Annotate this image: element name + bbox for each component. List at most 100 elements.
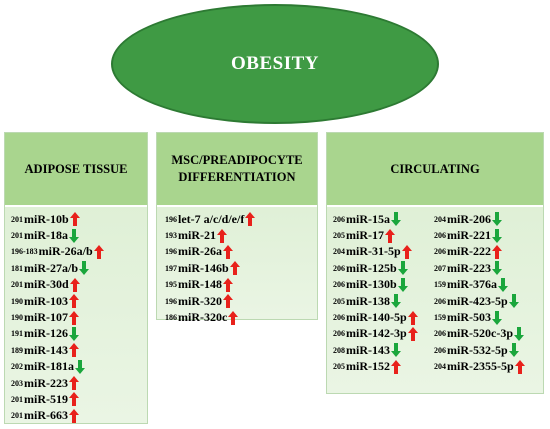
mirna-item: 181 miR-27a/b: [11, 260, 104, 276]
mirna-name: miR-320c: [178, 310, 228, 325]
mirna-item: 193 miR-21: [165, 227, 255, 243]
mirna-name: miR-148: [178, 277, 222, 292]
reference-number: 202: [11, 362, 23, 372]
mirna-name: miR-206: [447, 211, 491, 226]
panel-header-circulating: CIRCULATING: [327, 133, 543, 207]
mirna-name: miR-320: [178, 293, 222, 308]
arrow-down-icon: [508, 343, 519, 358]
mirna-item: 191 miR-126: [11, 326, 104, 342]
panel-title-circulating: CIRCULATING: [390, 161, 480, 176]
mirna-item: 206 miR-140-5p: [333, 309, 418, 325]
reference-number: 201: [11, 394, 23, 404]
mirna-name: miR-146b: [178, 260, 229, 275]
mirna-name: miR-503: [447, 310, 491, 325]
mirna-name: miR-130b: [346, 277, 397, 292]
reference-number: 193: [165, 231, 177, 241]
arrow-up-icon: [492, 244, 502, 259]
arrow-up-icon: [69, 212, 80, 227]
arrow-down-icon: [498, 277, 508, 292]
mirna-item: 205 miR-152: [333, 359, 418, 375]
mirna-item: 204 miR-206: [434, 211, 525, 227]
mirna-item: 208 miR-143: [333, 342, 418, 358]
mirna-name: miR-126: [24, 326, 68, 341]
list-msc: 196 let-7 a/c/d/e/f 193 miR-21 196 miR-26a 197…: [165, 211, 256, 326]
reference-number: 205: [333, 231, 345, 241]
mirna-name: miR-31-5p: [346, 244, 401, 259]
mirna-item: 206 miR-423-5p: [434, 293, 525, 309]
reference-number: 201: [11, 411, 23, 421]
reference-number: 201: [11, 280, 23, 290]
arrow-down-icon: [75, 359, 85, 374]
mirna-name: miR-15a: [346, 211, 390, 226]
arrow-down-icon: [508, 294, 519, 309]
mirna-item: 204 miR-31-5p: [333, 244, 418, 260]
mirna-name: miR-663: [24, 408, 68, 423]
mirna-item: 196 miR-320: [165, 293, 255, 309]
mirna-item: 186 miR-320c: [165, 309, 255, 325]
reference-number: 201: [11, 231, 23, 241]
mirna-name: let-7 a/c/d/e/f: [178, 211, 245, 226]
mirna-item: 206 miR-130b: [333, 277, 418, 293]
mirna-item: 207 miR-223: [434, 260, 525, 276]
mirna-item: 196 miR-26a: [165, 244, 255, 260]
reference-number: 181: [11, 263, 23, 273]
mirna-name: miR-181a: [24, 359, 74, 374]
arrow-up-icon: [223, 294, 233, 309]
mirna-item: 206 miR-222: [434, 244, 525, 260]
mirna-item: 206 miR-125b: [333, 260, 418, 276]
arrow-down-icon: [492, 261, 502, 276]
arrow-down-icon: [514, 326, 524, 341]
mirna-name: miR-223: [447, 260, 491, 275]
arrow-up-icon: [245, 212, 256, 227]
arrow-up-icon: [514, 359, 525, 374]
mirna-name: miR-140-5p: [346, 310, 407, 325]
arrow-down-icon: [79, 261, 89, 276]
arrow-down-icon: [492, 310, 502, 325]
mirna-item: 190 miR-103: [11, 293, 104, 309]
reference-number: 203: [11, 378, 23, 388]
reference-number: 196: [165, 247, 177, 257]
mirna-item: 205 miR-17: [333, 227, 418, 243]
mirna-item: 196 let-7 a/c/d/e/f: [165, 211, 256, 227]
arrow-up-icon: [223, 277, 233, 292]
reference-number: 159: [434, 313, 446, 323]
reference-number: 206: [434, 296, 446, 306]
list-adipose: 201 miR-10b 201 miR-18a 196-183 miR-26a/b 181 m…: [11, 211, 104, 424]
mirna-name: miR-520c-3p: [447, 326, 513, 341]
reference-number: 196: [165, 214, 177, 224]
reference-number: 206: [434, 231, 446, 241]
mirna-item: 206 miR-532-5p: [434, 342, 525, 358]
reference-number: 197: [165, 263, 177, 273]
panel-msc-preadipocyte: MSC/PREADIPOCYTE DIFFERENTIATION 196 let-…: [156, 132, 318, 325]
mirna-item: 195 miR-148: [165, 277, 255, 293]
mirna-item: 201 miR-30d: [11, 277, 104, 293]
mirna-name: miR-222: [447, 244, 491, 259]
mirna-name: miR-2355-5p: [447, 359, 514, 374]
reference-number: 189: [11, 345, 23, 355]
mirna-name: miR-143: [346, 342, 390, 357]
arrow-up-icon: [228, 310, 239, 325]
reference-number: 204: [333, 247, 345, 257]
mirna-name: miR-26a: [178, 244, 222, 259]
mirna-item: 190 miR-107: [11, 309, 104, 325]
panel-header-adipose: ADIPOSE TISSUE: [5, 133, 147, 207]
panel-title-msc-line2: DIFFERENTIATION: [178, 170, 296, 184]
mirna-name: miR-30d: [24, 277, 69, 292]
reference-number: 201: [11, 214, 23, 224]
reference-number: 196: [165, 296, 177, 306]
mirna-name: miR-103: [24, 293, 68, 308]
mirna-item: 201 miR-663: [11, 408, 104, 424]
mirna-name: miR-423-5p: [447, 293, 508, 308]
arrow-down-icon: [397, 261, 408, 276]
mirna-name: miR-138: [346, 293, 390, 308]
reference-number: 206: [333, 214, 345, 224]
mirna-name: miR-125b: [346, 260, 397, 275]
arrow-up-icon: [69, 408, 79, 423]
arrow-up-icon: [407, 310, 418, 325]
mirna-item: 203 miR-223: [11, 375, 104, 391]
arrow-up-icon: [217, 228, 227, 243]
mirna-item: 201 miR-18a: [11, 227, 104, 243]
panel-adipose-tissue: ADIPOSE TISSUE 201 miR-10b 201 miR-18a 196-1…: [4, 132, 148, 424]
reference-number: 206: [333, 263, 345, 273]
mirna-name: miR-17: [346, 228, 384, 243]
